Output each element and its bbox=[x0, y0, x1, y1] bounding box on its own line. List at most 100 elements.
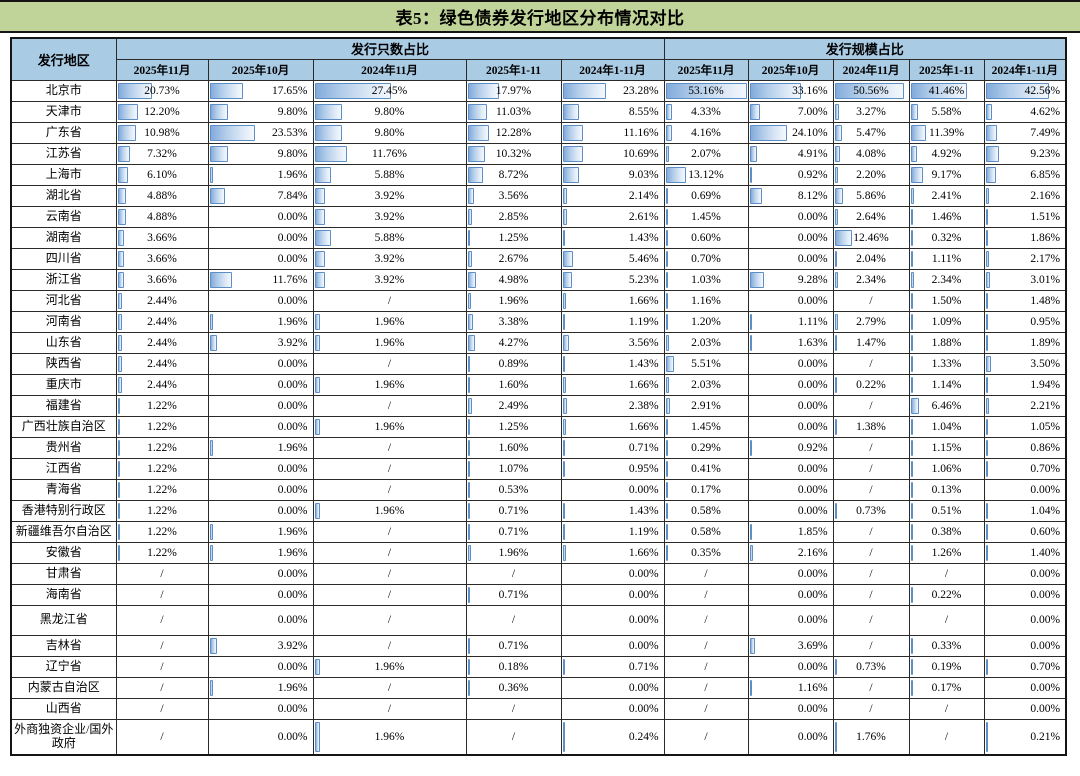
value-cell: 11.76% bbox=[207, 268, 314, 291]
value-text: 0.00% bbox=[797, 231, 828, 244]
value-text: 10.98% bbox=[144, 126, 180, 139]
value-text: 12.20% bbox=[144, 105, 180, 118]
value-text: 1.96% bbox=[374, 730, 405, 743]
region-cell: 海南省 bbox=[10, 583, 117, 606]
value-cell: 0.33% bbox=[908, 634, 985, 657]
value-cell: 4.33% bbox=[663, 100, 749, 123]
value-cell: / bbox=[832, 436, 910, 459]
period-header: 2025年10月 bbox=[747, 58, 834, 81]
value-cell: 0.00% bbox=[747, 583, 834, 606]
value-text: 0.00% bbox=[797, 730, 828, 743]
period-header: 2025年11月 bbox=[663, 58, 749, 81]
region-cell: 青海省 bbox=[10, 478, 117, 501]
value-cell: / bbox=[312, 541, 467, 564]
value-cell: 0.00% bbox=[207, 205, 314, 228]
value-cell: / bbox=[663, 655, 749, 678]
data-bar bbox=[314, 82, 392, 99]
data-bar bbox=[314, 334, 320, 351]
value-cell: 4.88% bbox=[115, 205, 209, 228]
value-text: 0.00% bbox=[628, 588, 659, 601]
region-cell: 山东省 bbox=[10, 331, 117, 354]
data-bar bbox=[985, 208, 988, 225]
data-bar bbox=[985, 229, 989, 246]
data-bar bbox=[665, 187, 668, 204]
value-text: 0.71% bbox=[498, 525, 529, 538]
value-cell: 0.00% bbox=[983, 634, 1067, 657]
value-cell: 12.20% bbox=[115, 100, 209, 123]
value-text: 2.07% bbox=[691, 147, 721, 160]
data-bar bbox=[314, 271, 326, 288]
value-text: / bbox=[511, 614, 516, 626]
value-cell: 2.07% bbox=[663, 142, 749, 165]
table-row: 上海市 6.10% 1.96% 5.88% 8.72% 9.03% 13.12% 0.92% 2… bbox=[10, 163, 1067, 186]
value-cell: 53.16% bbox=[663, 79, 749, 102]
value-text: / bbox=[944, 730, 949, 743]
value-text: 9.80% bbox=[374, 105, 405, 118]
data-bar bbox=[209, 313, 214, 330]
region-column-header: 发行地区 bbox=[10, 37, 117, 81]
table-row: 江苏省 7.32% 9.80% 11.76% 10.32% 10.69% 2.07% 4.91… bbox=[10, 142, 1067, 165]
value-cell: 0.51% bbox=[908, 499, 985, 522]
value-cell: 0.95% bbox=[560, 457, 665, 480]
value-cell: / bbox=[663, 718, 749, 756]
value-cell: 0.00% bbox=[207, 697, 314, 720]
value-cell: 2.03% bbox=[663, 373, 749, 396]
value-text: 1.22% bbox=[147, 420, 177, 433]
value-text: / bbox=[704, 614, 708, 626]
value-text: 0.33% bbox=[931, 639, 962, 652]
value-text: 2.79% bbox=[856, 315, 886, 328]
value-text: 0.86% bbox=[1030, 441, 1061, 454]
value-cell: 2.41% bbox=[908, 184, 985, 207]
value-text: 0.00% bbox=[797, 294, 828, 307]
value-cell: 1.19% bbox=[560, 520, 665, 543]
value-cell: 1.22% bbox=[115, 457, 209, 480]
value-cell: 0.00% bbox=[207, 604, 314, 636]
data-bar bbox=[749, 82, 801, 99]
value-text: 1.96% bbox=[374, 315, 405, 328]
value-text: 0.00% bbox=[1030, 588, 1061, 601]
value-text: 4.88% bbox=[147, 210, 177, 223]
value-cell: 0.41% bbox=[663, 457, 749, 480]
data-bar bbox=[749, 313, 752, 330]
table-row: 广东省 10.98% 23.53% 9.80% 12.28% 11.16% 4.16% 24.… bbox=[10, 121, 1067, 144]
value-cell: / bbox=[832, 697, 910, 720]
data-bar bbox=[985, 313, 988, 330]
value-text: 0.00% bbox=[797, 483, 828, 496]
data-bar bbox=[209, 271, 233, 288]
value-text: 0.00% bbox=[277, 210, 308, 223]
value-text: 1.43% bbox=[628, 504, 659, 517]
value-text: 0.00% bbox=[797, 567, 828, 580]
value-text: 2.44% bbox=[147, 378, 177, 391]
value-cell: / bbox=[115, 634, 209, 657]
value-cell: 0.00% bbox=[747, 718, 834, 756]
value-text: 0.92% bbox=[797, 441, 828, 454]
value-cell: / bbox=[908, 604, 985, 636]
region-cell: 福建省 bbox=[10, 394, 117, 417]
data-bar bbox=[562, 418, 566, 435]
region-cell: 内蒙古自治区 bbox=[10, 676, 117, 699]
data-bar bbox=[209, 679, 214, 696]
data-bar bbox=[467, 229, 470, 246]
value-text: 1.25% bbox=[498, 231, 529, 244]
value-text: 0.00% bbox=[277, 614, 308, 626]
value-cell: 2.67% bbox=[465, 247, 562, 270]
data-bar bbox=[910, 439, 913, 456]
value-text: / bbox=[704, 660, 708, 673]
value-cell: 1.04% bbox=[908, 415, 985, 438]
data-bar bbox=[910, 292, 913, 309]
value-text: 2.14% bbox=[628, 189, 659, 202]
data-bar bbox=[117, 124, 136, 141]
value-cell: / bbox=[115, 562, 209, 585]
value-text: / bbox=[387, 567, 392, 580]
data-bar bbox=[562, 502, 566, 519]
value-cell: 9.80% bbox=[207, 100, 314, 123]
value-cell: 0.00% bbox=[207, 655, 314, 678]
data-bar bbox=[314, 208, 326, 225]
value-cell: / bbox=[312, 583, 467, 606]
value-text: 3.66% bbox=[147, 273, 177, 286]
data-bar bbox=[562, 376, 566, 393]
data-bar bbox=[985, 166, 996, 183]
value-text: / bbox=[387, 357, 392, 370]
value-text: 3.92% bbox=[374, 252, 405, 265]
